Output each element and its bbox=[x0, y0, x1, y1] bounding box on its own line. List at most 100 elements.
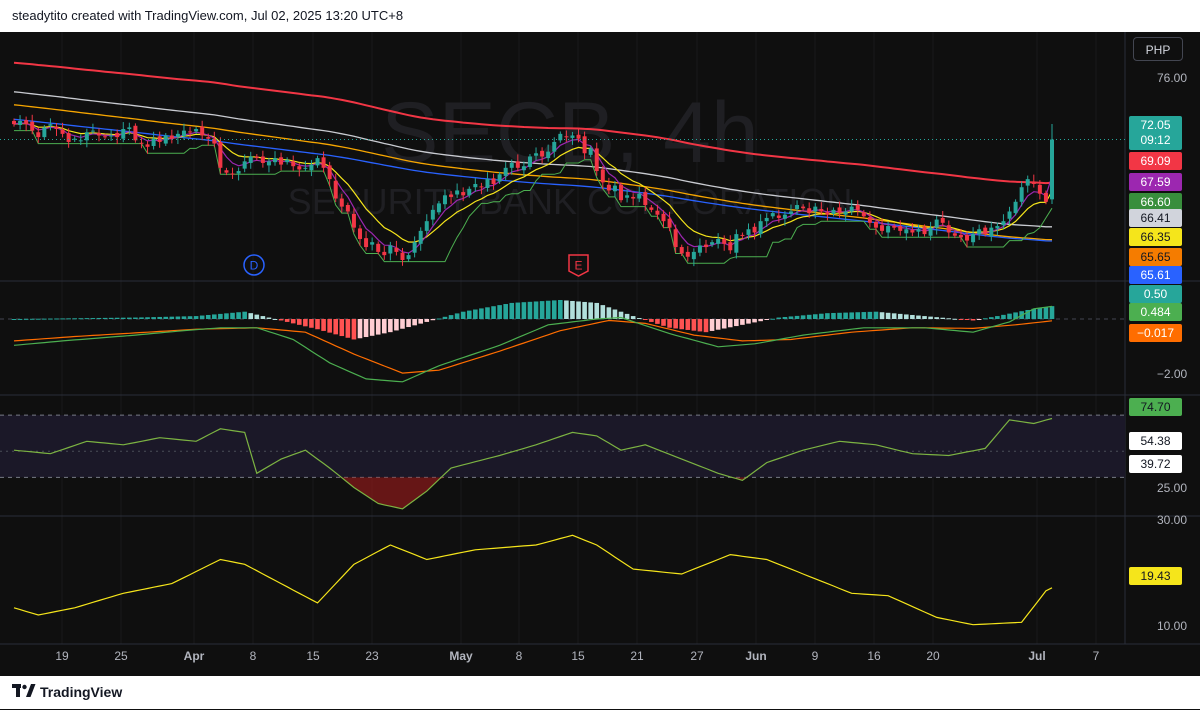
candle-body bbox=[710, 242, 715, 245]
macd-histogram-bar bbox=[788, 316, 794, 319]
price-pane[interactable] bbox=[0, 61, 1125, 267]
candle-body bbox=[224, 170, 229, 173]
candle-body bbox=[898, 226, 903, 231]
macd-histogram-bar bbox=[588, 302, 593, 319]
macd-histogram-bar bbox=[952, 318, 958, 320]
candle-body bbox=[1007, 211, 1012, 219]
candle-body bbox=[127, 127, 132, 130]
macd-histogram-bar bbox=[11, 319, 17, 320]
ma-line-2 bbox=[13, 104, 1053, 241]
candle-body bbox=[121, 129, 126, 139]
macd-histogram-bar bbox=[114, 317, 120, 319]
macd-histogram-bar bbox=[163, 316, 169, 319]
ma-line-purple bbox=[13, 122, 1053, 254]
macd-histogram-bar bbox=[940, 317, 946, 319]
macd-histogram-bar bbox=[133, 317, 138, 319]
rsi-line bbox=[13, 417, 1053, 510]
price-tag: 72.05 bbox=[1140, 118, 1170, 132]
chart-footer: TradingView bbox=[0, 676, 1200, 709]
macd-histogram-bar bbox=[236, 312, 241, 319]
candle-body bbox=[400, 252, 405, 260]
macd-histogram-bar bbox=[266, 317, 272, 319]
price-tag: 66.41 bbox=[1140, 211, 1170, 225]
macd-histogram-bar bbox=[187, 316, 193, 319]
candle-body bbox=[436, 203, 441, 213]
macd-histogram-bar bbox=[254, 314, 260, 319]
macd-histogram-bar bbox=[454, 313, 460, 319]
macd-histogram-bar bbox=[35, 318, 41, 320]
price-tag: 67.59 bbox=[1140, 175, 1170, 189]
macd-histogram-bar bbox=[448, 315, 454, 319]
macd-histogram-bar bbox=[466, 310, 472, 319]
candle-body bbox=[96, 133, 101, 136]
macd-histogram-bar bbox=[861, 312, 867, 319]
earnings-marker-label: E bbox=[574, 259, 582, 273]
candle-body bbox=[382, 251, 387, 256]
macd-histogram-bar bbox=[1049, 306, 1055, 319]
candle-body bbox=[782, 214, 787, 219]
candle-body bbox=[540, 150, 545, 157]
ma-line-0 bbox=[13, 61, 1053, 185]
candle-body bbox=[697, 245, 702, 253]
macd-histogram-bar bbox=[982, 318, 988, 320]
macd-histogram-bar bbox=[521, 302, 527, 319]
candle-body bbox=[339, 198, 344, 207]
macd-histogram-bar bbox=[527, 301, 533, 319]
macd-value-tag-bg bbox=[1129, 303, 1182, 321]
macd-histogram-bar bbox=[296, 319, 302, 325]
candle-body bbox=[90, 130, 95, 132]
macd-histogram-bar bbox=[922, 316, 927, 319]
candle-body bbox=[801, 206, 806, 209]
candle-body bbox=[254, 156, 259, 159]
ma-line-yellow bbox=[13, 122, 1053, 243]
candle-body bbox=[892, 226, 897, 228]
candle-body bbox=[509, 162, 514, 168]
x-axis[interactable]: 19 25 Apr 8 15 23 May 8 15 21 27 Jun 9 16 20 Jul 7 bbox=[55, 649, 1099, 663]
candle-body bbox=[655, 210, 660, 215]
macd-histogram-bar bbox=[758, 319, 763, 322]
candle-body bbox=[442, 195, 447, 205]
macd-histogram-bar bbox=[42, 318, 47, 320]
candle-body bbox=[546, 151, 551, 159]
candle-body bbox=[376, 243, 381, 252]
macd-histogram-bar bbox=[624, 313, 630, 319]
candle-body bbox=[825, 212, 830, 215]
macd-histogram-bar bbox=[837, 312, 842, 319]
candle-body bbox=[691, 251, 696, 260]
currency-button[interactable]: PHP bbox=[1133, 37, 1183, 61]
dividend-marker-icon bbox=[243, 254, 265, 276]
macd-histogram-bar bbox=[108, 317, 114, 319]
macd-signal-line bbox=[13, 319, 1053, 374]
macd-histogram-bar bbox=[102, 317, 108, 319]
macd-histogram-bar bbox=[205, 314, 211, 319]
candle-body bbox=[242, 161, 247, 169]
candle-body bbox=[24, 120, 29, 125]
macd-histogram-bar bbox=[72, 318, 78, 320]
candle-body bbox=[449, 194, 454, 197]
candle-body bbox=[679, 247, 684, 254]
macd-histogram-bar bbox=[242, 311, 247, 319]
adx-pane[interactable] bbox=[13, 534, 1053, 626]
macd-pane[interactable] bbox=[0, 300, 1125, 383]
macd-histogram-bar bbox=[460, 311, 466, 319]
candle-body bbox=[181, 130, 186, 137]
macd-histogram-bar bbox=[655, 319, 660, 324]
candle-body bbox=[534, 153, 539, 156]
candle-body bbox=[285, 159, 290, 163]
candle-body bbox=[260, 156, 265, 163]
candle-body bbox=[746, 229, 751, 235]
candle-body bbox=[315, 158, 320, 166]
macd-histogram-bar bbox=[388, 319, 393, 333]
candle-body bbox=[527, 156, 532, 168]
candle-body bbox=[145, 144, 150, 147]
macd-histogram-bar bbox=[351, 319, 357, 340]
macd-histogram-bar bbox=[819, 313, 824, 319]
candle-body bbox=[667, 218, 672, 228]
macd-histogram-bar bbox=[667, 319, 672, 328]
rsi-pane[interactable] bbox=[0, 414, 1125, 510]
macd-histogram-bar bbox=[794, 315, 800, 319]
candle-body bbox=[491, 178, 496, 184]
macd-histogram-bar bbox=[618, 311, 624, 319]
